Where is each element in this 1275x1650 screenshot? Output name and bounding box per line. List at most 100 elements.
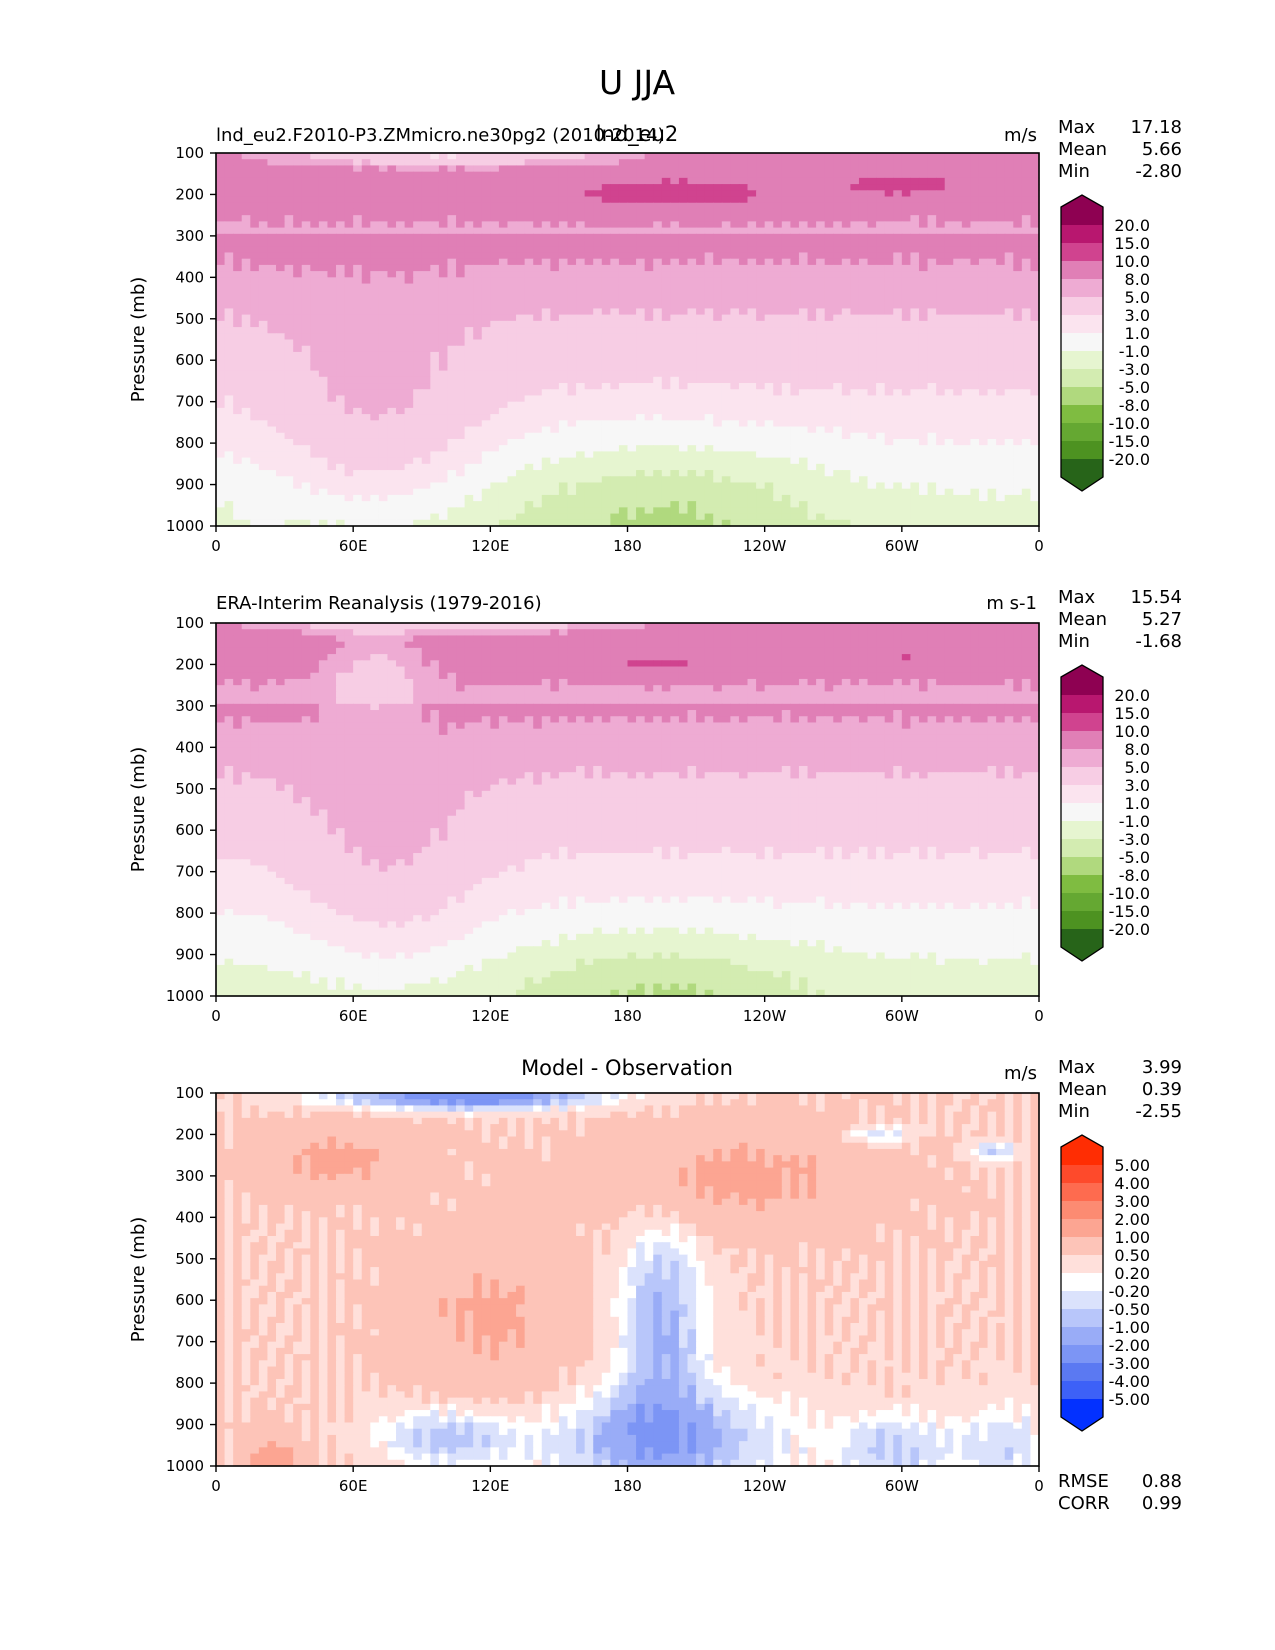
contour-cell [396,414,406,421]
contour-cell [567,165,577,173]
contour-cell [567,383,577,390]
contour-cell [327,171,337,179]
contour-cell [1021,420,1032,428]
contour-cell [1013,376,1023,384]
contour-cell [584,420,594,428]
contour-cell [721,401,731,409]
contour-cell [738,277,749,285]
contour-cell [498,432,509,440]
contour-cell [713,184,723,191]
contour-cell [670,202,680,210]
contour-cell [336,295,346,303]
contour-cell [996,345,1006,353]
contour-cell [730,227,740,235]
contour-cell [361,457,371,465]
contour-cell [516,327,526,334]
contour-cell [438,295,449,303]
contour-cell [524,215,534,222]
contour-cell [1030,370,1040,378]
contour-cell [258,196,269,204]
contour-cell [250,420,260,428]
contour-cell [687,196,697,204]
contour-cell [550,246,560,254]
contour-cell [438,457,449,465]
contour-cell [618,395,629,403]
contour-cell [807,202,817,210]
contour-cell [850,258,860,266]
contour-cell [978,339,989,347]
contour-cell [413,395,423,403]
contour-cell [627,470,637,477]
contour-cell [961,414,972,421]
contour-cell [901,463,911,471]
contour-cell [824,395,834,403]
contour-cell [798,271,809,278]
contour-cell [1021,153,1032,160]
contour-cell [918,215,929,222]
contour-cell [404,457,414,465]
contour-cell [798,202,809,210]
contour-cell [567,345,577,353]
contour-cell [996,327,1006,334]
contour-cell [627,358,637,365]
contour-cell [756,246,766,254]
contour-cell [336,190,346,198]
contour-cell [404,314,414,322]
contour-cell [764,184,774,191]
contour-cell [301,271,311,278]
contour-cell [721,470,731,477]
contour-cell [550,351,560,359]
contour-cell [473,208,483,216]
contour-cell [558,420,569,428]
contour-cell [396,407,406,415]
contour-cell [490,153,500,160]
contour-cell [927,171,937,179]
contour-cell [858,370,869,378]
contour-cell [593,389,603,397]
contour-cell [567,426,577,434]
contour-cell [216,233,226,241]
contour-cell [678,333,689,341]
contour-cell [567,295,577,303]
contour-cell [524,457,534,465]
contour-cell [970,221,980,229]
contour-cell [533,445,543,452]
contour-cell [798,358,809,365]
contour-cell [593,320,603,328]
contour-cell [516,208,526,216]
contour-cell [816,252,826,260]
contour-cell [421,246,431,254]
contour-cell [636,202,646,210]
contour-cell [713,227,723,235]
contour-cell [901,190,911,198]
contour-cell [541,184,551,191]
contour-cell [636,376,646,384]
contour-cell [653,271,663,278]
contour-cell [507,252,517,260]
contour-cell [833,271,843,278]
contour-cell [944,227,954,235]
contour-cell [344,184,354,191]
contour-cell [224,215,234,222]
contour-cell [807,177,817,185]
contour-cell [627,327,637,334]
contour-cell [456,395,466,403]
contour-cell [473,215,483,222]
contour-cell [396,184,406,191]
contour-cell [884,271,894,278]
contour-cell [1030,358,1040,365]
contour-cell [353,196,363,204]
contour-cell [361,171,371,179]
contour-cell [756,414,766,421]
contour-cell [644,376,654,384]
contour-cell [884,407,894,415]
contour-cell [610,240,620,247]
contour-cell [481,445,491,452]
contour-cell [567,283,577,291]
contour-cell [953,190,963,198]
contour-cell [918,333,929,341]
contour-cell [747,445,757,452]
contour-cell [576,470,586,477]
contour-cell [293,153,303,160]
